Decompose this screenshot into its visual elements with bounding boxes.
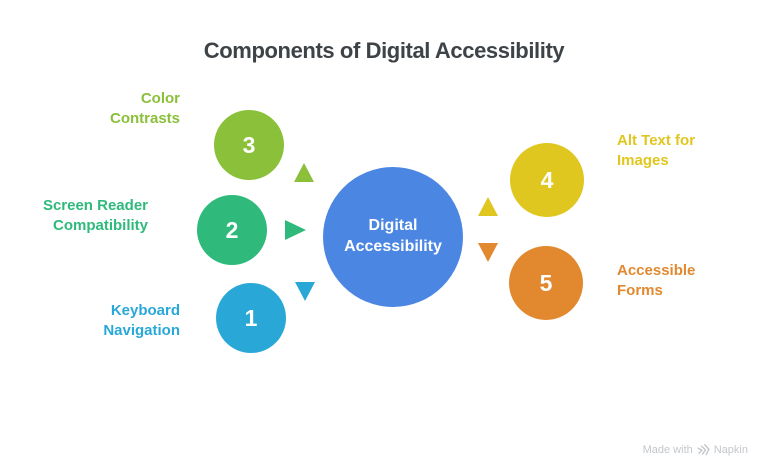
node-number-3: 3 <box>242 131 256 158</box>
watermark-brand: Napkin <box>713 444 748 456</box>
watermark-text: Made with <box>642 444 693 456</box>
node-circle-1: 1 <box>216 283 286 353</box>
node-label-keyboard-navigation: Keyboard Navigation <box>103 302 180 339</box>
node-label-color-contrasts: Color Contrasts <box>109 90 180 127</box>
node5-arrow-down-icon <box>478 243 498 262</box>
node-label-alt-text-for-images: Alt Text for Images <box>617 132 696 169</box>
center-node-label: Digital Accessibility <box>344 217 442 255</box>
diagram-title: Components of Digital Accessibility <box>203 38 565 63</box>
napkin-logo-icon <box>697 444 710 456</box>
node-label-accessible-forms: Accessible Forms <box>617 262 696 299</box>
node-number-1: 1 <box>244 304 258 331</box>
node-number-2: 2 <box>225 216 239 243</box>
node-number-5: 5 <box>539 269 553 296</box>
node-number-4: 4 <box>540 166 554 193</box>
center-node: Digital Accessibility <box>323 167 463 307</box>
node-circle-5: 5 <box>509 246 583 320</box>
node4-arrow-up-icon <box>478 197 498 216</box>
node-circle-2: 2 <box>197 195 267 265</box>
node-label-screen-reader-compatibility: Screen Reader Compatibility <box>42 197 148 234</box>
node1-arrow-down-icon <box>295 282 315 301</box>
node3-arrow-up-icon <box>294 163 314 182</box>
node-circle-4: 4 <box>510 143 584 217</box>
node2-arrow-right-icon <box>285 220 306 240</box>
node-circle-3: 3 <box>214 110 284 180</box>
watermark: Made with Napkin <box>643 444 748 456</box>
